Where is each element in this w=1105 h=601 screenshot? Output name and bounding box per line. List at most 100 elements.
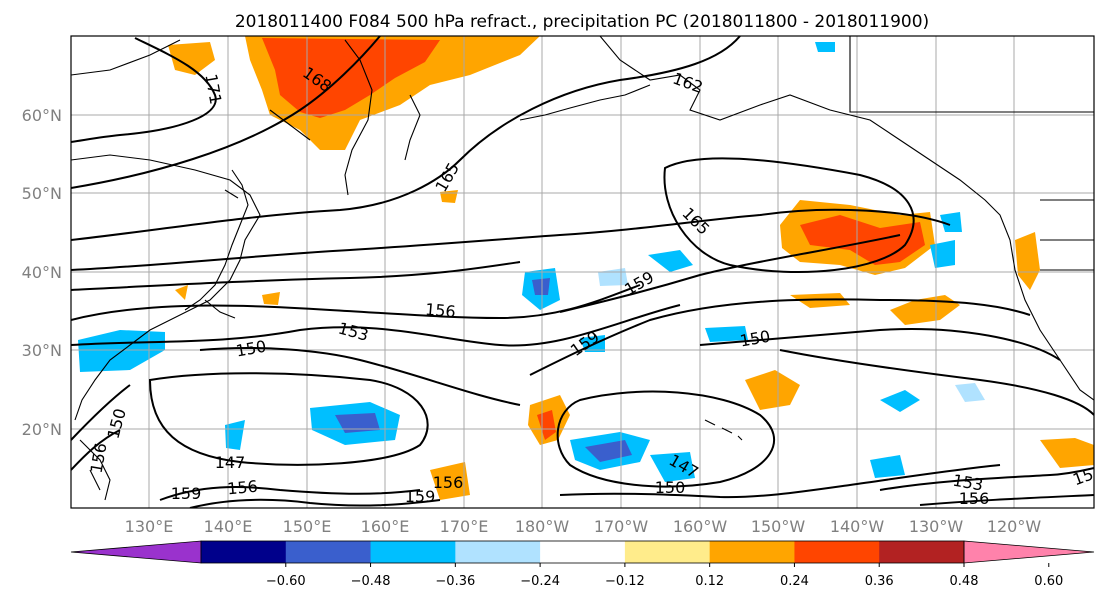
lat-tick-label: 40°N (22, 263, 62, 282)
precip-area-negative-13 (225, 420, 245, 450)
colorbar-tick-label: 0.24 (780, 574, 809, 589)
latitude-labels: 60°N 50°N 40°N 30°N 20°N (22, 106, 62, 439)
contour-150-east (779, 349, 1094, 416)
colorbar-tick-label: −0.12 (605, 574, 645, 589)
colorbar-tick-label: −0.24 (520, 574, 560, 589)
colorbar-tick-label: −0.60 (266, 574, 306, 589)
border-states (849, 36, 1094, 271)
lon-tick-label: 170°E (440, 517, 489, 536)
lon-tick-label: 140°E (204, 517, 253, 536)
precip-area-coast (1015, 232, 1040, 290)
contour-label: 147 (215, 453, 246, 472)
coastline-aleutians (519, 84, 651, 121)
coastline-kamchatka (269, 39, 421, 196)
colorbar-swatch (540, 541, 626, 563)
precip-area-negative-3 (650, 452, 695, 482)
contour-sw-a (159, 486, 421, 501)
map-title: 2018011400 F084 500 hPa refract., precip… (235, 12, 929, 32)
colorbar-swatch (370, 541, 456, 563)
contour-label: 156 (959, 489, 990, 508)
contour-label: 150 (655, 478, 686, 497)
lon-tick-label: 130°W (909, 517, 964, 536)
colorbar-tick-label: −0.48 (351, 574, 391, 589)
contour-150-north (199, 328, 1061, 406)
longitude-labels: 130°E 140°E 150°E 160°E 170°E 180°W 170°W 160°W… (125, 517, 1042, 536)
contour-label: 156 (433, 473, 464, 492)
precip-area-negative-6 (648, 250, 693, 272)
lon-tick-label: 180°W (515, 517, 570, 536)
coastline-alaska (599, 36, 1094, 401)
contour-168 (71, 36, 381, 189)
colorbar-tick-label: 0.48 (950, 574, 979, 589)
contour-156 (71, 284, 641, 321)
colorbar-swatch (285, 541, 372, 563)
contour-sw-b (189, 498, 441, 508)
lon-tick-label: 170°W (594, 517, 649, 536)
colorbar: −0.60 −0.48 −0.36 −0.24 −0.12 0.12 0.24 0.36 0.4… (70, 540, 1095, 589)
precip-area-small-2 (262, 292, 280, 305)
lon-tick-label: 130°E (125, 517, 174, 536)
colorbar-swatch (709, 541, 795, 563)
coastline-hawaii (704, 419, 743, 441)
precip-area-small-3 (175, 285, 188, 300)
contour-159-b (529, 298, 1031, 376)
colorbar-swatch (455, 541, 541, 563)
precip-area-positive-mid (745, 370, 800, 410)
contour-150-south (559, 464, 1001, 499)
contour-150-loop (148, 372, 429, 466)
precip-area-light-2 (955, 383, 985, 402)
lat-tick-label: 60°N (22, 106, 62, 125)
lon-tick-label: 160°W (673, 517, 728, 536)
lon-tick-label: 150°W (751, 517, 806, 536)
lon-tick-label: 140°W (830, 517, 885, 536)
colorbar-swatch (794, 541, 880, 563)
contour-147-loop (556, 390, 776, 488)
precip-area-negative-8 (940, 212, 962, 232)
colorbar-extend-right (963, 540, 1095, 564)
contour-162 (71, 208, 951, 271)
colorbar-tick-label: 0.36 (865, 574, 894, 589)
contour-156-south (919, 494, 1094, 506)
map-frame (70, 35, 1095, 509)
precip-area-negative-10 (880, 390, 920, 412)
colorbar-swatch (201, 541, 287, 563)
colorbar-tick-label: 0.12 (695, 574, 724, 589)
colorbar-tick-label: 0.60 (1034, 574, 1063, 589)
contour-label: 159 (171, 484, 202, 503)
contour-153-south (879, 467, 1094, 491)
colorbar-tick-label: −0.36 (435, 574, 475, 589)
lat-tick-label: 20°N (22, 420, 62, 439)
precip-area-strong-negative-1 (532, 278, 550, 295)
coastline-asia (71, 39, 261, 421)
coastline-japan (184, 169, 249, 319)
contour-159-a (71, 234, 901, 313)
precip-area-negative-11 (705, 326, 748, 342)
lat-tick-label: 30°N (22, 341, 62, 360)
colorbar-swatch (879, 541, 965, 563)
precip-area-positive-nw (168, 42, 215, 75)
precip-area-negative-14 (815, 42, 835, 52)
contour-sw-c (71, 384, 131, 471)
refractivity-contours (71, 36, 1094, 508)
contour-171 (71, 37, 217, 143)
contour-label: 156 (226, 477, 258, 499)
contour-label: 159 (405, 487, 436, 506)
lon-tick-label: 150°E (283, 517, 332, 536)
lat-tick-label: 50°N (22, 184, 62, 203)
contour-153 (71, 304, 681, 347)
colorbar-swatch (624, 541, 711, 563)
precip-area-strong-negative-4 (335, 413, 380, 433)
precip-area-positive-east (890, 295, 960, 325)
precip-area-positive-se (1040, 438, 1094, 468)
coastlines (71, 36, 1094, 501)
contour-165-loop (663, 157, 915, 273)
precip-area-negative-9 (870, 455, 905, 478)
precip-area-positive-sw (430, 462, 470, 500)
colorbar-extend-left (70, 540, 202, 564)
colorbar-frame (200, 540, 965, 564)
contour-165-north (71, 36, 741, 241)
contour-label: 156 (424, 300, 456, 322)
precip-area-strong-negative-2 (585, 440, 632, 462)
